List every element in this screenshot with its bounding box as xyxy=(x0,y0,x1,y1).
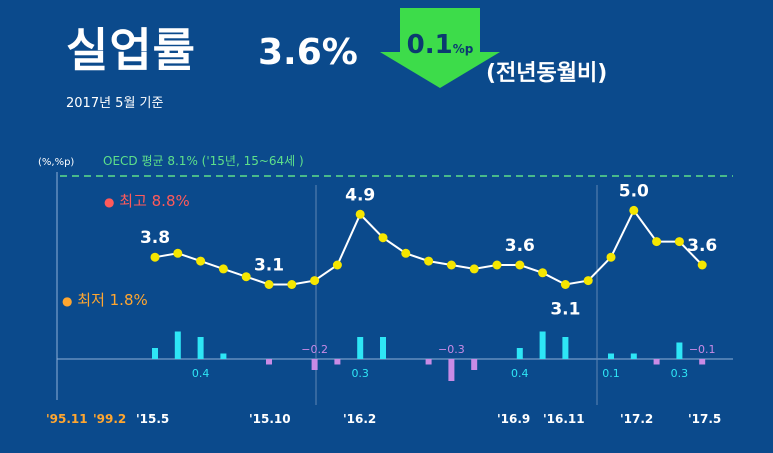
yoy-bar xyxy=(653,359,660,365)
change-value: 0.1 xyxy=(406,30,453,60)
rate-point xyxy=(515,260,525,270)
oecd-label: OECD 평균 8.1% ('15년, 15~64세 ) xyxy=(103,154,304,168)
bar-value-label: 0.3 xyxy=(671,367,689,380)
rate-value-label: 3.6 xyxy=(687,236,717,256)
rate-point xyxy=(196,256,206,266)
unit-label: (%,%p) xyxy=(38,157,75,168)
rate-point xyxy=(378,233,388,243)
yoy-bar xyxy=(266,359,272,365)
yoy-bar xyxy=(608,353,614,359)
x-tick-l3: '16.2 xyxy=(343,412,377,426)
yoy-bar xyxy=(174,331,181,359)
rate-point xyxy=(218,264,228,274)
bar-value-label: −0.3 xyxy=(438,343,465,356)
x-tick-l5: '16.11 xyxy=(543,412,585,426)
legend-high: ● 최고 8.8% xyxy=(104,190,190,211)
rate-point xyxy=(446,260,456,270)
headline-rate: 3.6% xyxy=(258,32,358,73)
yoy-bar xyxy=(425,359,432,365)
bar-value-label: −0.1 xyxy=(689,343,716,356)
legend-low-text: 최저 1.8% xyxy=(77,291,148,309)
bar-value-label: 0.3 xyxy=(351,367,369,380)
rate-point xyxy=(241,272,251,282)
rate-value-label: 4.9 xyxy=(345,185,375,205)
yoy-bar xyxy=(516,348,523,359)
yoy-bar xyxy=(471,359,478,370)
legend-low-dot: ● xyxy=(62,294,73,308)
rate-point xyxy=(674,237,684,247)
rate-point xyxy=(538,268,548,278)
yoy-bar xyxy=(562,337,569,359)
yoy-bar xyxy=(380,337,386,359)
rate-point xyxy=(173,248,183,258)
down-arrow-icon xyxy=(380,8,500,88)
rate-point xyxy=(150,252,160,262)
yoy-bar xyxy=(334,359,341,365)
x-tick-l1: '15.5 xyxy=(136,412,170,426)
rate-point xyxy=(560,280,570,289)
yoy-bar xyxy=(448,359,455,381)
bar-value-label: −0.2 xyxy=(301,343,328,356)
rate-value-label: 3.6 xyxy=(505,236,535,256)
bar-value-label: 0.4 xyxy=(192,367,210,380)
subtitle: 2017년 5월 기준 xyxy=(66,96,164,111)
rate-value-label: 3.1 xyxy=(550,300,580,320)
legend-low: ● 최저 1.8% xyxy=(62,289,148,310)
rate-value-label: 3.1 xyxy=(254,256,284,276)
rate-point xyxy=(652,237,662,247)
x-tick-l4: '16.9 xyxy=(497,412,531,426)
change-unit: %p xyxy=(452,42,474,56)
x-tick-l2: '15.10 xyxy=(249,412,291,426)
rate-point xyxy=(697,260,707,270)
rate-point xyxy=(606,252,616,262)
rate-value-label: 3.8 xyxy=(140,228,170,248)
change-badge: 0.1%p xyxy=(400,30,480,60)
rate-value-label: 5.0 xyxy=(619,181,649,201)
yoy-bar xyxy=(220,353,227,359)
rate-line xyxy=(154,208,703,286)
yoy-bar xyxy=(539,331,546,359)
rate-point xyxy=(629,205,639,215)
yoy-bar xyxy=(630,353,637,359)
bar-value-label: 0.1 xyxy=(602,367,620,380)
x-tick-old1: '95.11 xyxy=(46,412,88,426)
yoy-bar xyxy=(152,348,158,359)
rate-point xyxy=(264,280,274,289)
rate-point xyxy=(355,209,365,219)
page-title: 실업률 xyxy=(66,23,196,77)
rate-point xyxy=(310,276,320,286)
rate-point xyxy=(401,248,411,258)
legend-high-text: 최고 8.8% xyxy=(119,192,190,210)
rate-point xyxy=(469,264,479,274)
bar-value-label: 0.4 xyxy=(511,367,529,380)
legend-high-dot: ● xyxy=(104,195,115,209)
yoy-bar xyxy=(699,359,706,365)
rate-point xyxy=(332,260,342,270)
x-tick-l7: '17.5 xyxy=(688,412,722,426)
yoy-bar xyxy=(311,359,318,370)
yoy-bar xyxy=(357,337,364,359)
yoy-bar xyxy=(676,342,683,359)
rate-point xyxy=(583,276,593,286)
x-tick-old2: '99.2 xyxy=(93,412,127,426)
rate-point xyxy=(287,280,297,289)
yoy-bar xyxy=(197,337,204,359)
compare-label: (전년동월비) xyxy=(486,61,608,86)
rate-point xyxy=(492,260,502,270)
x-tick-l6: '17.2 xyxy=(620,412,654,426)
rate-point xyxy=(424,256,434,266)
